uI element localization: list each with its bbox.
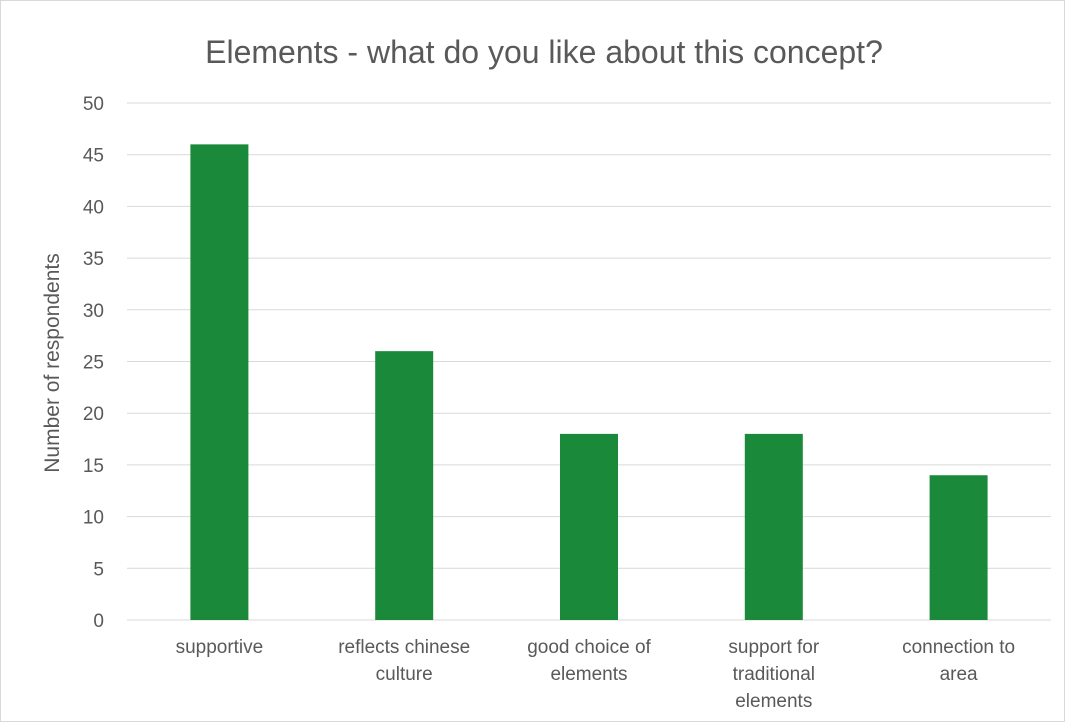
x-category-label: supportive xyxy=(176,637,264,658)
x-category-label-line: culture xyxy=(376,664,433,685)
bar xyxy=(560,433,618,620)
x-category-label-line: supportive xyxy=(176,637,264,658)
x-category-label: connection to area xyxy=(902,637,1015,685)
y-axis-title: Number of respondents xyxy=(41,253,64,472)
bar xyxy=(190,144,249,621)
y-tick-label: 30 xyxy=(83,301,104,322)
x-category-label-line: reflects chinese xyxy=(338,637,470,658)
y-tick-label: 45 xyxy=(83,146,104,167)
bars xyxy=(190,144,988,621)
y-tick-label: 50 xyxy=(83,94,104,115)
y-tick-label: 15 xyxy=(83,456,104,477)
y-tick-label: 5 xyxy=(93,559,104,580)
bar xyxy=(744,433,803,620)
y-tick-label: 25 xyxy=(83,353,104,374)
x-category-label: good choice of elements xyxy=(527,637,651,685)
chart-title: Elements - what do you like about this c… xyxy=(205,34,883,70)
x-category-label: reflects chinese culture xyxy=(338,637,470,685)
x-category-label: support for traditional elements xyxy=(728,637,819,712)
bar xyxy=(929,475,988,620)
y-axis-ticks: 0 5 10 15 20 25 30 35 40 45 50 xyxy=(83,94,104,632)
x-axis-labels: supportive reflects chinese culture good ch… xyxy=(176,637,1016,712)
x-category-label-line: elements xyxy=(735,691,812,712)
y-tick-label: 35 xyxy=(83,249,104,270)
x-category-label-line: support for xyxy=(728,637,819,658)
x-category-label-line: traditional xyxy=(733,664,815,685)
y-tick-label: 10 xyxy=(83,508,104,529)
y-tick-label: 20 xyxy=(83,404,104,425)
y-tick-label: 40 xyxy=(83,197,104,218)
x-category-label-line: good choice of xyxy=(527,637,651,658)
x-category-label-line: elements xyxy=(550,664,627,685)
y-tick-label: 0 xyxy=(93,611,104,632)
gridlines xyxy=(127,102,1051,621)
x-category-label-line: connection to xyxy=(902,637,1015,658)
x-category-label-line: area xyxy=(940,664,978,685)
bar xyxy=(375,351,434,620)
